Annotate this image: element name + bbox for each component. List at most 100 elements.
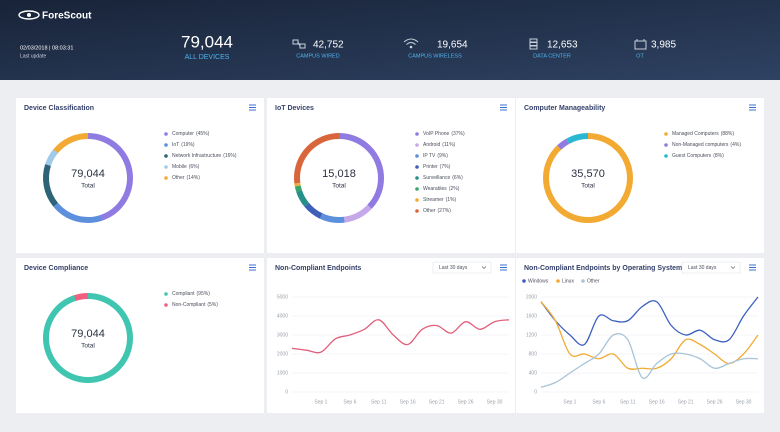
x-tick-label: Sep 21 (678, 399, 694, 405)
panel-bg (516, 98, 764, 253)
legend-label: Surveillance (6%) (423, 175, 463, 181)
legend-value: (16%) (223, 153, 237, 159)
legend-label: Other (14%) (172, 175, 200, 181)
menu-button[interactable] (500, 264, 507, 271)
legend-value: (95%) (197, 291, 211, 297)
y-tick-label: 3000 (277, 332, 288, 338)
x-tick-label: Sep 6 (343, 399, 356, 405)
menu-button[interactable] (249, 104, 256, 111)
menu-button[interactable] (500, 104, 507, 111)
donut-segment (294, 133, 384, 223)
legend-value: (14%) (187, 175, 201, 181)
legend-label: Other (27%) (423, 208, 451, 214)
legend-swatch (164, 165, 168, 169)
legend-value: (1%) (446, 197, 457, 203)
legend-value: (11%) (442, 142, 455, 148)
line-series (291, 319, 510, 354)
menu-button[interactable] (749, 104, 756, 111)
donut-segment (294, 133, 384, 223)
legend-category: Managed Computers (672, 131, 719, 137)
legend-label: Network Infrastructure (16%) (172, 153, 237, 159)
donut-segment (294, 132, 384, 223)
legend-swatch (415, 187, 419, 191)
y-tick-label: 1000 (277, 370, 288, 376)
legend-category: Non-Compliant (172, 302, 206, 308)
legend-category: Network Infrastructure (172, 153, 221, 159)
legend-label: Non-Managed computers (4%) (672, 142, 741, 148)
panel: Non-Compliant Endpoints Last 30 days 0 1000… (267, 258, 515, 413)
legend-category: Other (423, 208, 436, 214)
legend-swatch (581, 279, 585, 283)
legend-category: Streamer (423, 197, 444, 203)
x-tick-label: Sep 26 (707, 399, 723, 405)
donut-segment (543, 133, 633, 223)
legend-label: Wearables (2%) (423, 186, 460, 192)
legend-value: (6%) (452, 175, 463, 181)
donut-segment (43, 293, 133, 383)
stat-value: 19,654 (437, 40, 468, 51)
menu-button[interactable] (749, 264, 756, 271)
stat-icons (292, 38, 647, 50)
legend-category: Android (423, 142, 440, 148)
legend-value: (5%) (207, 302, 218, 308)
x-tick-label: Sep 6 (592, 399, 605, 405)
panel-bg (516, 258, 764, 413)
legend-category: Computer (172, 131, 194, 137)
dropdown-label: Last 30 days (688, 265, 717, 271)
stat-label: OT (636, 53, 644, 59)
stat-value: 3,985 (651, 40, 676, 51)
legend-label: Guest Computers (8%) (672, 153, 724, 159)
x-tick-label: Sep 26 (458, 399, 474, 405)
panel-title: IoT Devices (275, 105, 314, 112)
x-tick-label: Sep 11 (620, 399, 636, 405)
legend-category: Mobile (172, 164, 187, 170)
legend-value: (45%) (196, 131, 210, 137)
y-tick-label: 4000 (277, 313, 288, 319)
legend-label: Non-Compliant (5%) (172, 302, 218, 308)
x-tick-label: Sep 1 (563, 399, 576, 405)
legend-swatch (415, 165, 419, 169)
dropdown-caret (730, 266, 736, 269)
x-tick-label: Sep 16 (400, 399, 416, 405)
legend-swatch (664, 154, 668, 158)
period-dropdown[interactable]: Last 30 days (681, 261, 741, 274)
legend-swatch (415, 143, 419, 147)
panel-bg (16, 98, 264, 253)
x-tick-label: Sep 30 (736, 399, 752, 405)
legend-category: Non-Managed computers (672, 142, 729, 148)
legend-label: Windows (528, 278, 549, 284)
legend-swatch (164, 303, 168, 307)
line-series (540, 296, 759, 346)
y-tick-label: 400 (529, 370, 538, 376)
total-devices-label: ALL DEVICES (185, 54, 230, 61)
legend-category: Other (172, 175, 185, 181)
legend-value: (6%) (189, 164, 200, 170)
legend-swatch (415, 176, 419, 180)
stat-label: CAMPUS WIRED (296, 53, 339, 59)
legend-value: (37%) (451, 131, 465, 137)
legend-category: VoIP Phone (423, 131, 450, 137)
legend-value: (19%) (181, 142, 195, 148)
legend-label: Computer (45%) (172, 131, 210, 137)
timestamp-label: Last update (20, 53, 46, 59)
legend-swatch (164, 143, 168, 147)
menu-button[interactable] (249, 264, 256, 271)
x-tick-label: Sep 16 (649, 399, 665, 405)
panel: Non-Compliant Endpoints by Operating Sys… (516, 258, 764, 413)
period-dropdown[interactable]: Last 30 days (432, 261, 492, 274)
dropdown-box (681, 261, 741, 274)
legend-swatch (415, 154, 419, 158)
center-label: Total (332, 183, 346, 190)
y-tick-label: 2000 (526, 294, 537, 300)
line-series (540, 332, 759, 388)
x-tick-label: Sep 1 (314, 399, 327, 405)
legend-label: Mobile (6%) (172, 164, 200, 170)
legend-label: Linux (562, 278, 574, 284)
dropdown-caret (481, 266, 487, 269)
dropdown-label: Last 30 days (439, 265, 468, 271)
panel: IoT Devices VoIP Phone (37%) Android (11%) IP… (267, 98, 515, 253)
legend-label: Streamer (1%) (423, 197, 456, 203)
legend-swatch (415, 132, 419, 136)
legend-value: (9%) (437, 153, 448, 159)
